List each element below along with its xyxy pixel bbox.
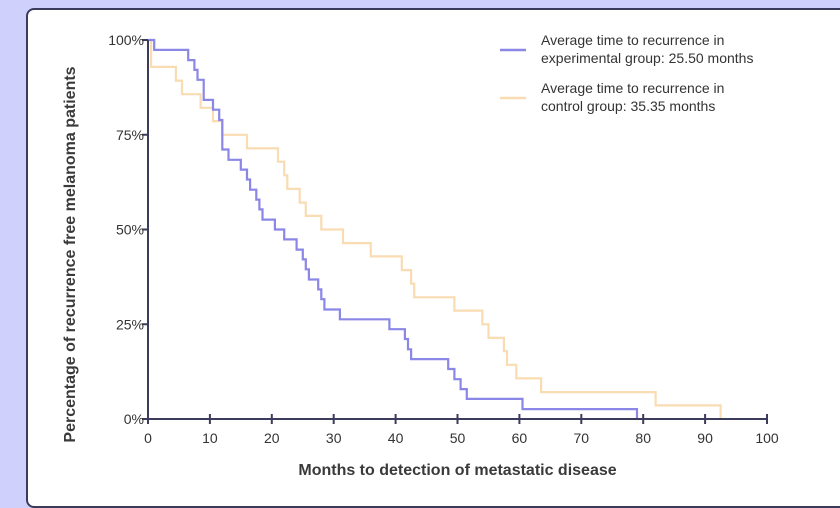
chart-card bbox=[26, 8, 840, 508]
legend-label-line: Average time to recurrence in bbox=[541, 80, 724, 96]
x-tick-label: 0 bbox=[144, 430, 152, 446]
legend-label-line: experimental group: 25.50 months bbox=[541, 50, 753, 66]
legend-label-line: control group: 35.35 months bbox=[541, 98, 715, 114]
y-tick-label: 100% bbox=[108, 32, 144, 48]
series-line-control bbox=[148, 38, 722, 419]
series-layer bbox=[148, 38, 722, 419]
y-tick-label: 25% bbox=[116, 316, 144, 332]
x-tick-label: 60 bbox=[512, 430, 528, 446]
x-tick-label: 20 bbox=[264, 430, 280, 446]
legend: Average time to recurrence in experimenta… bbox=[500, 32, 753, 114]
x-tick-label: 40 bbox=[388, 430, 404, 446]
legend-label-line: Average time to recurrence in bbox=[541, 32, 724, 48]
y-tick-label: 0% bbox=[124, 411, 144, 427]
x-tick-label: 50 bbox=[450, 430, 466, 446]
y-axis-title: Percentage of recurrence free melanoma p… bbox=[62, 66, 79, 442]
series-line-experimental bbox=[148, 38, 639, 419]
legend-label-control: Average time to recurrence in control gro… bbox=[541, 80, 724, 114]
legend-label-experimental: Average time to recurrence in experimenta… bbox=[541, 32, 753, 66]
x-tick-label: 30 bbox=[326, 430, 342, 446]
x-tick-label: 10 bbox=[202, 430, 218, 446]
axes-layer bbox=[147, 40, 767, 420]
x-tick-label: 70 bbox=[574, 430, 590, 446]
x-tick-label: 80 bbox=[635, 430, 651, 446]
y-tick-label: 50% bbox=[116, 222, 144, 238]
x-axis-title: Months to detection of metastatic diseas… bbox=[298, 462, 616, 479]
ticks-layer: 0 10 20 30 40 50 60 70 80 90 100 0% 25% 50% 75% 100% bbox=[108, 32, 779, 446]
y-tick-label: 75% bbox=[116, 127, 144, 143]
x-tick-label: 90 bbox=[697, 430, 713, 446]
x-tick-label: 100 bbox=[755, 430, 779, 446]
